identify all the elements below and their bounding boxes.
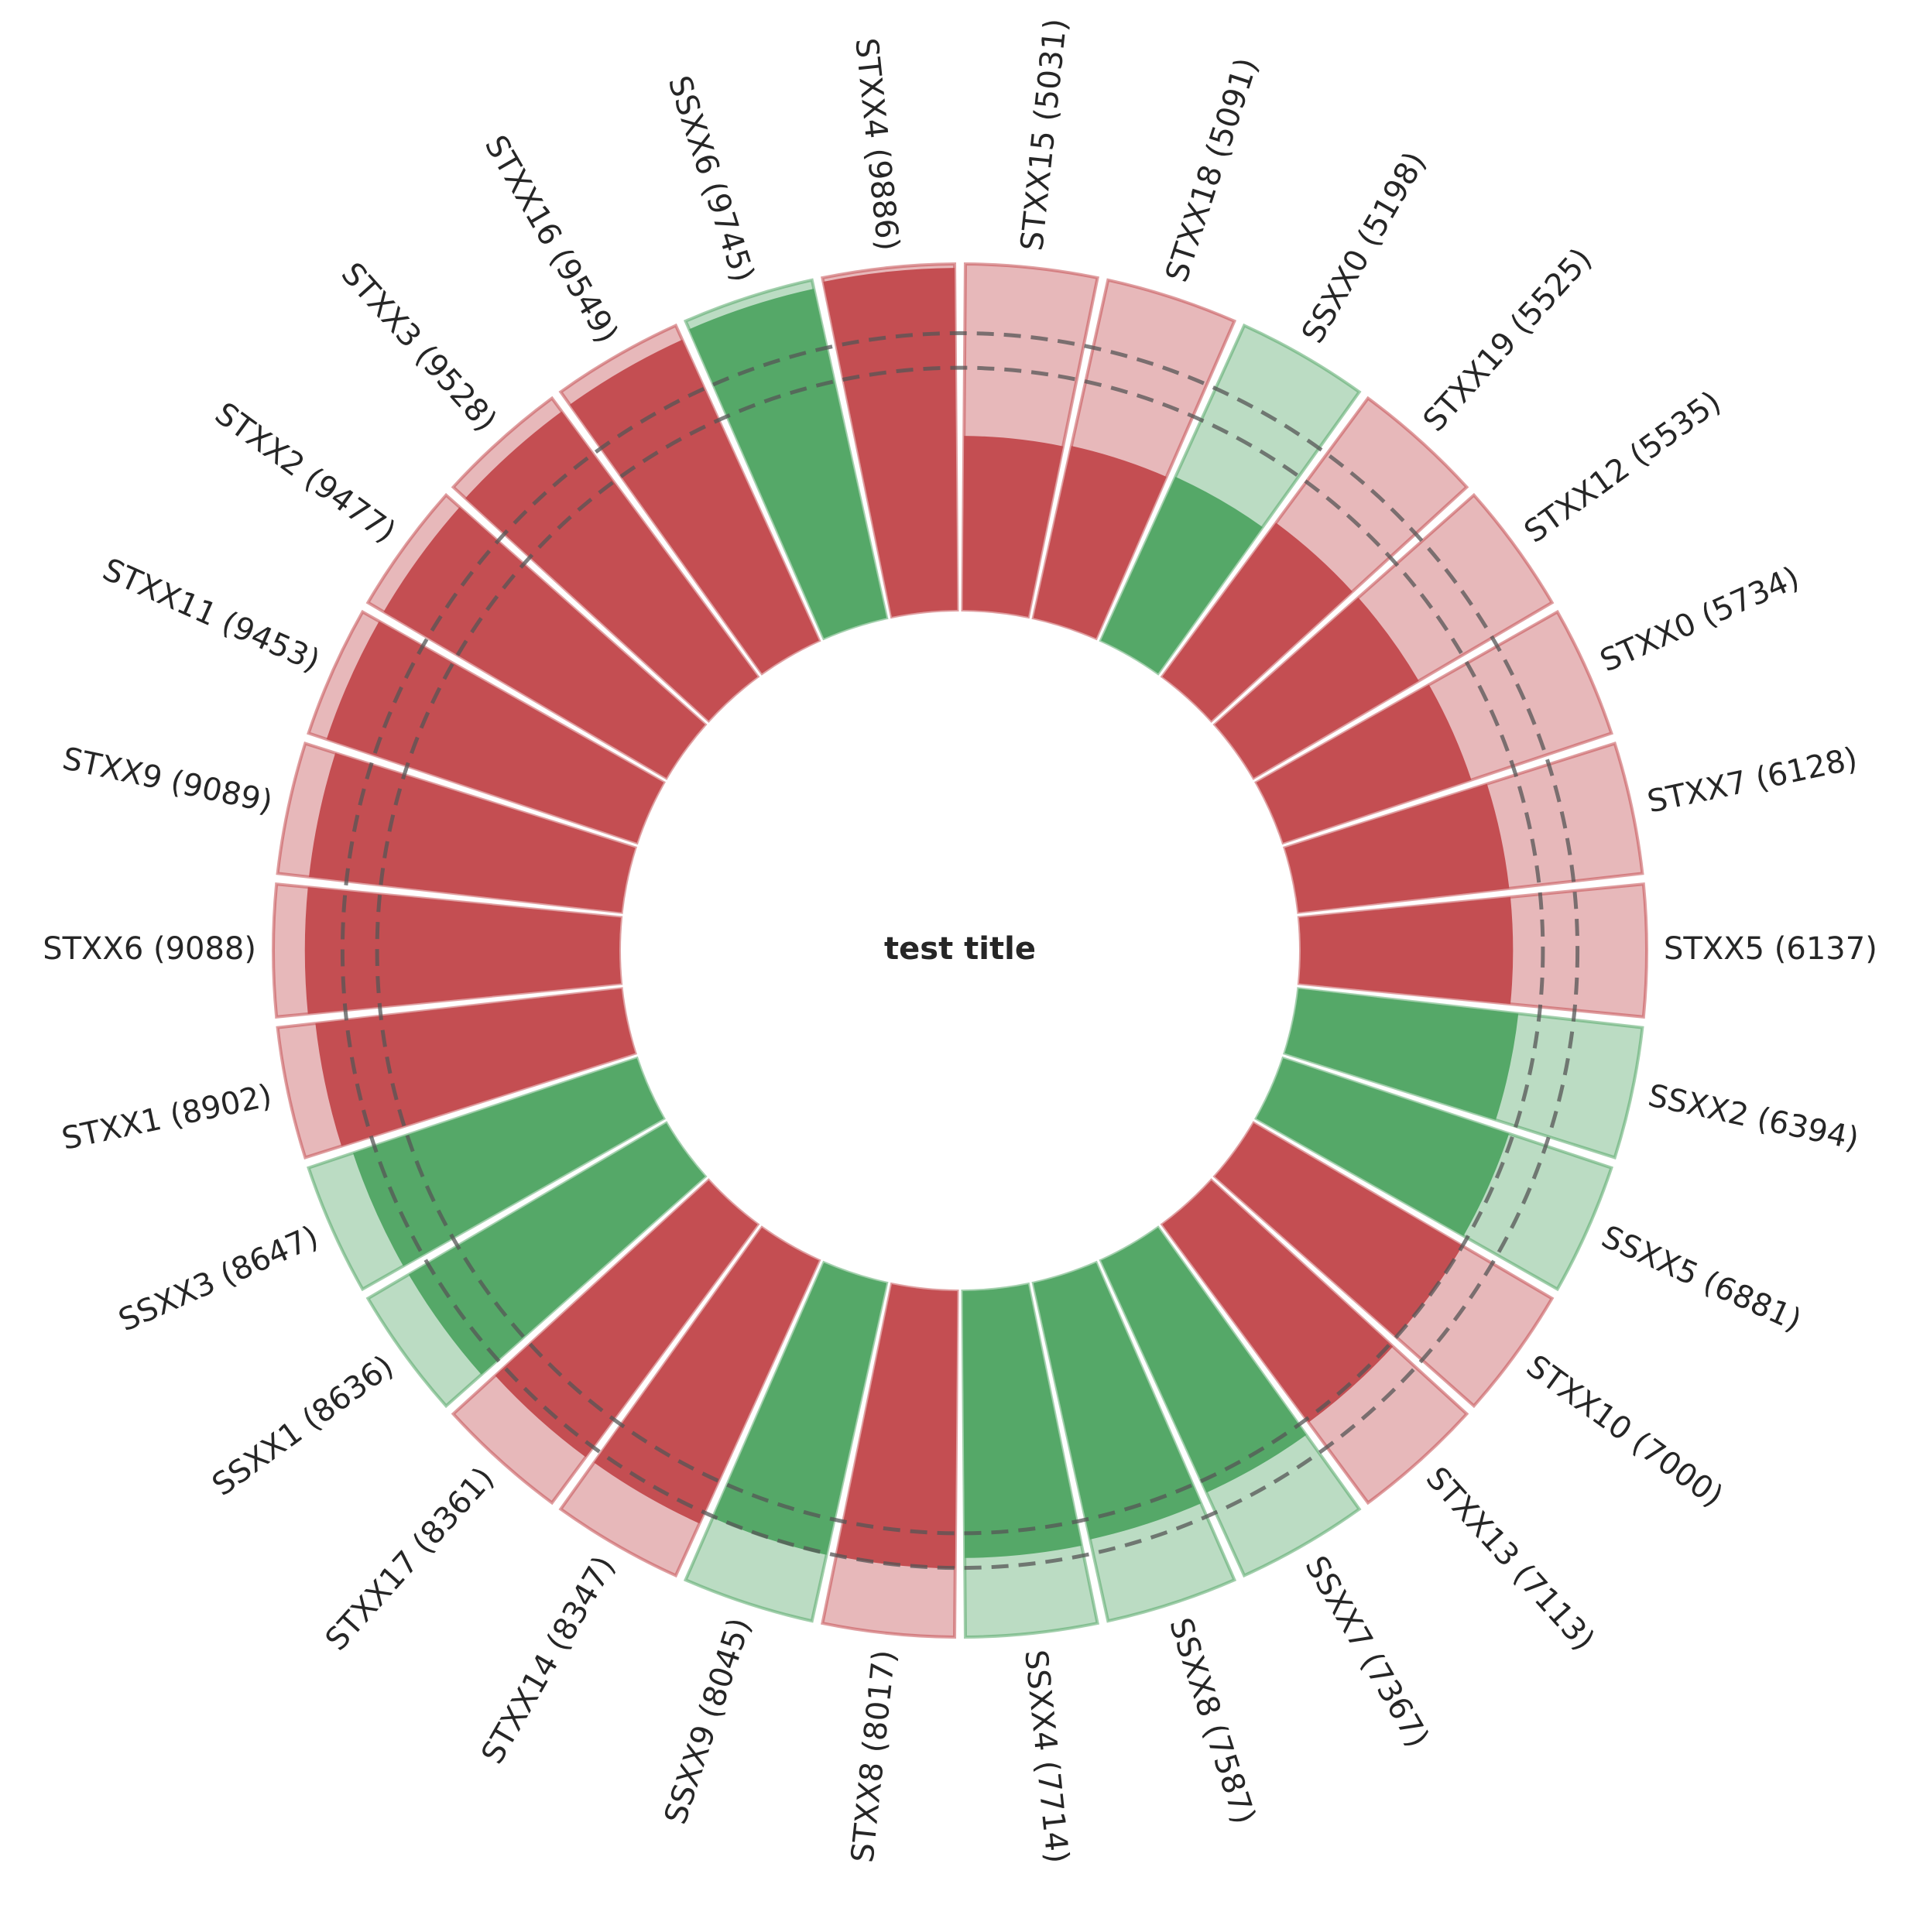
bar-label-stxx15: STXX15 (5031) xyxy=(1014,17,1074,252)
bar-stxx1 xyxy=(315,988,636,1146)
bar-stxx16 xyxy=(570,339,819,674)
bar-label-stxx2: STXX2 (9477) xyxy=(208,396,402,550)
bar-stxx0 xyxy=(1256,684,1472,843)
bar-stxx8 xyxy=(836,1284,958,1569)
bar-label-stxx11: STXX11 (9453) xyxy=(98,552,325,680)
bar-label-stxx0: STXX0 (5734) xyxy=(1595,560,1805,679)
bar-label-stxx1: STXX1 (8902) xyxy=(59,1078,275,1157)
bar-stxx10 xyxy=(1215,1122,1463,1338)
bar-stxx6 xyxy=(304,887,622,1014)
bar-stxx9 xyxy=(309,752,636,913)
bar-label-stxx5: STXX5 (6137) xyxy=(1664,931,1877,967)
bar-stxx12 xyxy=(1215,598,1419,779)
bar-stxx19 xyxy=(1162,522,1353,721)
bar-ssxx4 xyxy=(962,1284,1082,1558)
bar-label-stxx8: STXX8 (8017) xyxy=(845,1648,903,1864)
chart-title: test title xyxy=(884,931,1036,967)
bar-label-stxx9: STXX9 (9089) xyxy=(60,741,276,820)
bar-label-ssxx4: SSXX4 (7714) xyxy=(1017,1648,1075,1865)
bar-ssxx3 xyxy=(352,1058,664,1266)
reference-ring-8000 xyxy=(340,331,1580,1571)
bar-stxx14 xyxy=(594,1227,819,1524)
bar-ssxx6 xyxy=(689,288,887,639)
bar-label-stxx7: STXX7 (6128) xyxy=(1644,741,1860,820)
bar-stxx15 xyxy=(962,436,1064,617)
bar-label-stxx19: STXX19 (5525) xyxy=(1417,242,1599,439)
bar-label-ssxx8: SSXX8 (7587) xyxy=(1162,1614,1262,1828)
bar-label-ssxx9: SSXX9 (8045) xyxy=(658,1614,758,1828)
bar-label-ssxx2: SSXX2 (6394) xyxy=(1645,1078,1862,1158)
bar-ssxx5 xyxy=(1256,1058,1510,1236)
bar-ssxx8 xyxy=(1033,1262,1202,1540)
bar-ssxx9 xyxy=(712,1262,887,1555)
bar-label-ssxx1: SSXX1 (8636) xyxy=(206,1348,400,1503)
bar-stxx18 xyxy=(1033,446,1167,639)
bar-ssxx7 xyxy=(1101,1227,1307,1493)
bar-stxx13 xyxy=(1162,1180,1394,1423)
bar-stxx11 xyxy=(326,621,664,843)
bar-ssxx0 xyxy=(1101,476,1263,674)
reference-ring-7000 xyxy=(375,365,1545,1536)
bar-label-ssxx0: SSXX0 (5198) xyxy=(1295,146,1433,350)
bar-label-stxx17: STXX17 (8361) xyxy=(319,1461,502,1658)
bar-label-ssxx6: SSXX6 (9745) xyxy=(661,72,761,286)
bar-stxx7 xyxy=(1284,783,1510,913)
bar-label-stxx4: STXX4 (9886) xyxy=(848,36,906,252)
bar-stxx2 xyxy=(383,507,705,779)
bar-label-stxx6: STXX6 (9088) xyxy=(43,931,256,967)
bar-label-stxx3: STXX3 (9528) xyxy=(334,256,504,439)
bar-ssxx2 xyxy=(1284,988,1519,1120)
bar-stxx17 xyxy=(495,1180,758,1458)
reference-rings xyxy=(340,331,1580,1571)
bar-label-stxx12: STXX12 (5535) xyxy=(1518,384,1728,550)
bar-stxx4 xyxy=(823,268,958,617)
bar-label-stxx14: STXX14 (8347) xyxy=(475,1550,622,1770)
bar-label-ssxx7: SSXX7 (7367) xyxy=(1298,1550,1435,1754)
bars xyxy=(304,268,1519,1569)
bar-label-ssxx5: SSXX5 (6881) xyxy=(1596,1219,1807,1339)
bar-label-stxx16: STXX16 (9549) xyxy=(478,129,625,349)
bar-label-stxx18: STXX18 (5091) xyxy=(1159,53,1265,286)
bar-ssxx1 xyxy=(408,1122,705,1375)
bar-stxx3 xyxy=(465,411,758,721)
bar-stxx5 xyxy=(1298,896,1514,1005)
bar-label-ssxx3: SSXX3 (8647) xyxy=(114,1219,324,1339)
bar-label-stxx13: STXX13 (7113) xyxy=(1419,1461,1602,1658)
bar-label-stxx10: STXX10 (7000) xyxy=(1520,1348,1730,1514)
